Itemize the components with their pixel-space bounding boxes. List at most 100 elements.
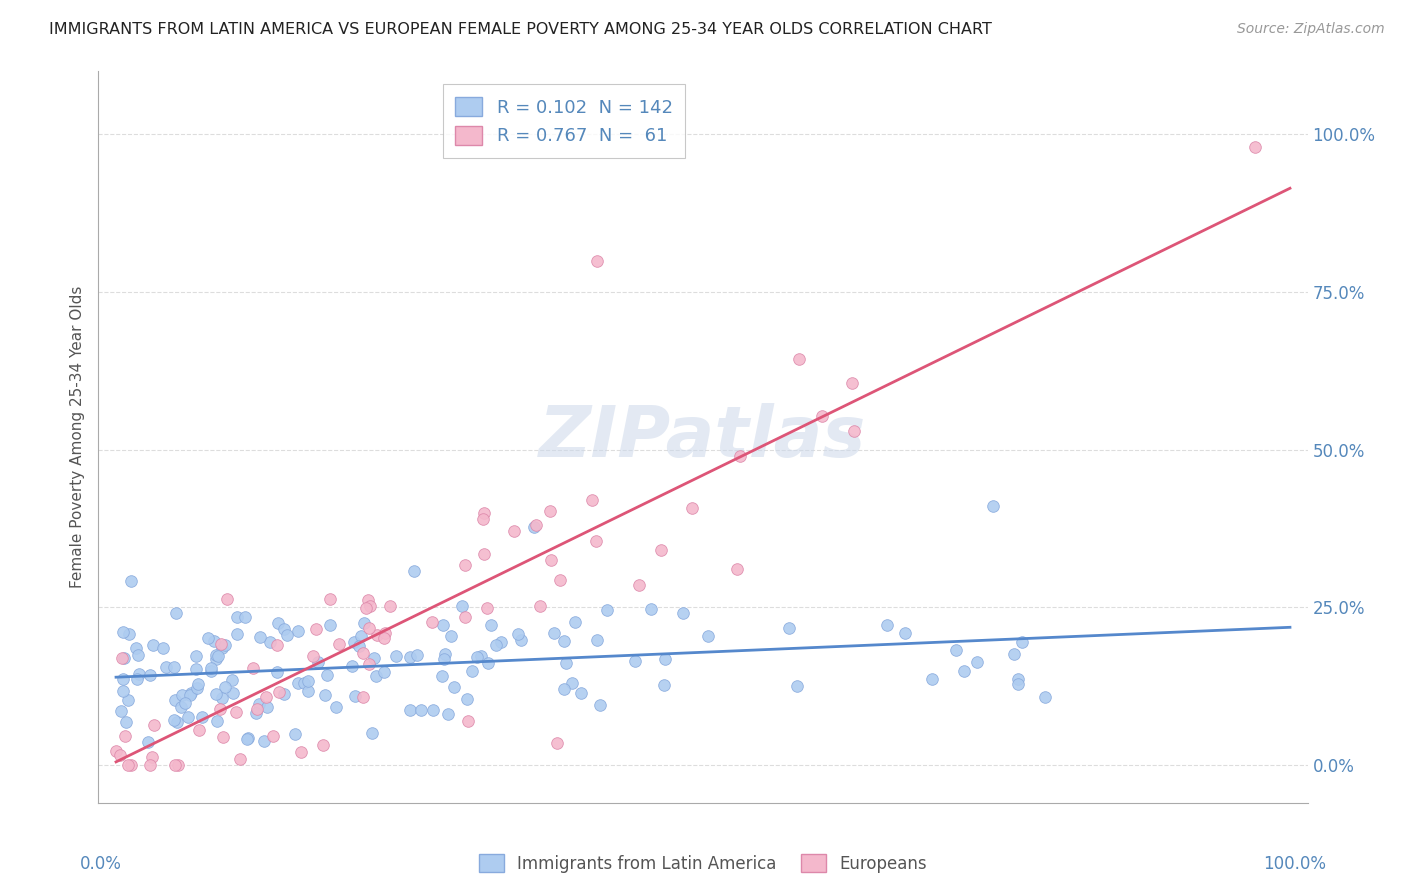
Point [503, 524, 526, 539]
Point [402, 564, 425, 578]
Point [465, 649, 488, 664]
Point [247, 698, 270, 712]
Point [297, 683, 319, 698]
Point [253, 734, 276, 748]
Point [312, 739, 335, 753]
Point [569, 685, 592, 699]
Point [305, 622, 328, 636]
Point [127, 648, 149, 662]
Point [256, 700, 278, 714]
Point [681, 501, 703, 516]
Point [273, 622, 295, 636]
Point [787, 351, 810, 366]
Point [491, 634, 513, 648]
Point [235, 610, 257, 624]
Point [786, 679, 808, 693]
Point [728, 449, 751, 463]
Point [139, 758, 162, 772]
Point [357, 592, 380, 607]
Point [474, 506, 496, 520]
Point [373, 665, 395, 679]
Legend: R = 0.102  N = 142, R = 0.767  N =  61: R = 0.102 N = 142, R = 0.767 N = 61 [443, 84, 685, 158]
Point [564, 615, 586, 630]
Point [259, 635, 281, 649]
Point [319, 618, 342, 632]
Point [654, 651, 676, 665]
Point [529, 599, 551, 614]
Point [110, 704, 132, 718]
Point [225, 705, 247, 719]
Point [152, 641, 174, 656]
Point [477, 656, 499, 670]
Point [543, 626, 565, 640]
Point [966, 655, 988, 669]
Point [1007, 672, 1029, 686]
Point [273, 687, 295, 701]
Point [111, 650, 134, 665]
Point [170, 689, 193, 703]
Point [112, 672, 135, 686]
Point [357, 657, 380, 671]
Point [290, 745, 312, 759]
Point [589, 698, 612, 712]
Point [112, 684, 135, 698]
Point [207, 714, 229, 729]
Point [302, 648, 325, 663]
Point [205, 652, 228, 666]
Point [550, 573, 572, 587]
Point [354, 601, 377, 615]
Point [433, 647, 456, 661]
Point [254, 690, 277, 704]
Point [202, 634, 225, 648]
Point [360, 726, 382, 740]
Point [229, 752, 252, 766]
Point [893, 626, 915, 640]
Point [440, 629, 463, 643]
Point [366, 628, 388, 642]
Point [111, 624, 134, 639]
Point [640, 602, 662, 616]
Point [307, 655, 329, 669]
Point [363, 650, 385, 665]
Point [162, 660, 184, 674]
Point [212, 730, 235, 744]
Point [406, 648, 429, 662]
Point [1035, 690, 1057, 705]
Point [876, 618, 898, 632]
Point [378, 599, 401, 613]
Point [314, 688, 336, 702]
Point [114, 730, 136, 744]
Point [209, 637, 232, 651]
Point [352, 690, 374, 705]
Point [650, 542, 672, 557]
Point [524, 518, 547, 533]
Point [163, 713, 186, 727]
Point [316, 668, 339, 682]
Point [509, 633, 531, 648]
Point [433, 652, 456, 666]
Point [479, 617, 502, 632]
Point [538, 504, 561, 518]
Point [508, 627, 530, 641]
Point [811, 409, 834, 424]
Point [456, 692, 478, 706]
Point [359, 599, 381, 614]
Point [267, 615, 290, 630]
Point [343, 635, 366, 649]
Point [188, 723, 211, 738]
Point [211, 691, 233, 706]
Point [385, 649, 408, 664]
Point [342, 659, 364, 673]
Text: 0.0%: 0.0% [80, 855, 122, 873]
Point [457, 714, 479, 728]
Point [112, 651, 135, 665]
Point [357, 621, 380, 635]
Point [652, 678, 675, 692]
Point [142, 638, 165, 652]
Point [437, 706, 460, 721]
Point [186, 663, 208, 677]
Point [108, 747, 131, 762]
Point [211, 640, 233, 655]
Point [472, 547, 495, 561]
Point [1243, 140, 1265, 154]
